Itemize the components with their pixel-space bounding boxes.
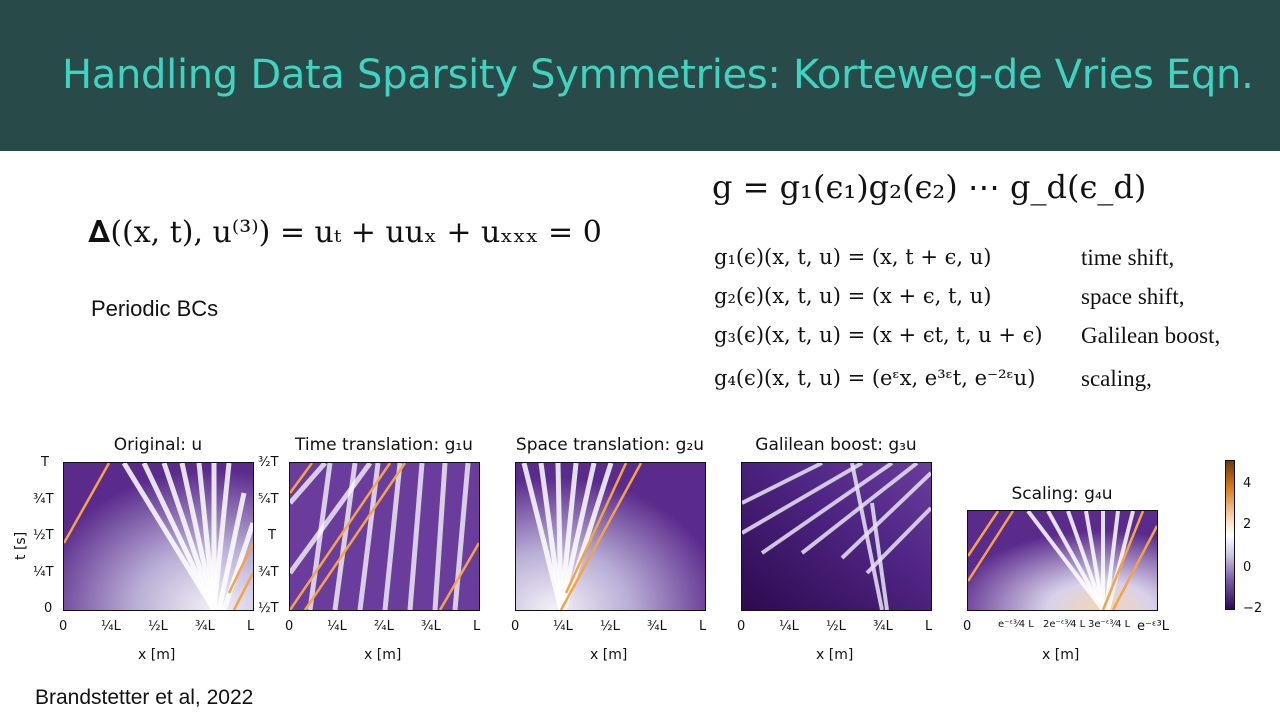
x-tick: ²⁄₄L [374, 619, 394, 634]
colorbar-tick: 4 [1243, 476, 1252, 491]
y-tick: ¾T [258, 565, 279, 580]
group-definition: g = g₁(ϵ₁)g₂(ϵ₂) ⋯ g_d(ϵ_d) [712, 168, 1147, 206]
y-tick: ⁵⁄₄T [258, 492, 279, 507]
plot-space-translation [515, 462, 706, 611]
x-tick: ½L [600, 619, 620, 634]
plot-scaling [967, 510, 1158, 611]
x-tick: 2e⁻ᵋ³⁄4 L [1043, 619, 1086, 630]
x-tick: e⁻ᵋ³⁄4 L [998, 619, 1034, 630]
x-tick: ½L [148, 619, 168, 634]
panel-title-galilean-boost: Galilean boost: g₃u [755, 435, 917, 455]
x-tick: 0 [285, 619, 294, 634]
symmetry-expression: g₃(ϵ)(x, t, u) = (x + ϵt, t, u + ϵ) [714, 323, 1043, 347]
symmetry-name: time shift, [1081, 245, 1175, 270]
colorbar [1225, 460, 1235, 610]
slide-title: Handling Data Sparsity Symmetries: Korte… [62, 52, 1254, 98]
y-tick: ½T [258, 601, 279, 616]
x-tick: ¼L [101, 619, 121, 634]
kdv-equation: 𝚫((x, t), u⁽³⁾) = uₜ + uuₓ + uₓₓₓ = 0 [88, 215, 602, 250]
symmetry-name: Galilean boost, [1081, 323, 1221, 348]
x-tick: e⁻ᵋ³L [1137, 619, 1169, 634]
x-tick: ¼L [553, 619, 573, 634]
x-tick: 0 [737, 619, 746, 634]
x-tick: L [699, 619, 707, 634]
boundary-conditions: Periodic BCs [91, 296, 219, 321]
y-axis-label: t [s] [13, 531, 29, 560]
x-tick: ¾L [873, 619, 893, 634]
x-tick: 3e⁻ᵋ³⁄4 L [1088, 619, 1131, 630]
colorbar-tick: 2 [1243, 517, 1252, 532]
symmetry-name: scaling, [1081, 366, 1152, 391]
x-tick: ¼L [327, 619, 347, 634]
x-tick: L [473, 619, 481, 634]
x-tick: 0 [59, 619, 68, 634]
x-tick: ¾L [421, 619, 441, 634]
symmetry-expression: g₁(ϵ)(x, t, u) = (x, t + ϵ, u) [714, 245, 992, 269]
plot-time-translation [289, 462, 480, 611]
y-tick: ½T [33, 528, 54, 543]
x-tick: 0 [511, 619, 520, 634]
y-tick: T [41, 455, 49, 470]
y-tick: ¼T [33, 565, 54, 580]
symmetry-name: space shift, [1081, 284, 1185, 309]
citation: Brandstetter et al, 2022 [35, 686, 254, 709]
colorbar-tick: −2 [1243, 601, 1263, 616]
x-axis-label: x [m] [1042, 647, 1080, 663]
x-axis-label: x [m] [590, 647, 628, 663]
x-tick: 0 [963, 619, 972, 634]
symmetry-expression: g₄(ϵ)(x, t, u) = (eᵋx, e³ᵋt, e⁻²ᵋu) [714, 366, 1036, 390]
panel-title-original: Original: u [113, 435, 203, 455]
y-tick: ¾T [33, 492, 54, 507]
y-tick: 0 [44, 601, 53, 616]
x-axis-label: x [m] [816, 647, 854, 663]
header-bar [0, 0, 1280, 151]
symmetry-expression: g₂(ϵ)(x, t, u) = (x + ϵ, t, u) [714, 284, 992, 308]
y-tick: ³⁄₂T [258, 455, 279, 470]
x-tick: ¼L [779, 619, 799, 634]
x-axis-label: x [m] [138, 647, 176, 663]
colorbar-tick: 0 [1243, 560, 1252, 575]
x-tick: ½L [826, 619, 846, 634]
x-tick: ¾L [195, 619, 215, 634]
x-axis-label: x [m] [364, 647, 402, 663]
plot-galilean-boost [741, 462, 932, 611]
plot-original [63, 462, 254, 611]
panel-title-scaling: Scaling: g₄u [1011, 484, 1113, 504]
x-tick: L [925, 619, 933, 634]
panel-title-space-translation: Space translation: g₂u [515, 435, 705, 455]
y-tick: T [268, 528, 276, 543]
x-tick: ¾L [647, 619, 667, 634]
panel-title-time-translation: Time translation: g₁u [295, 435, 473, 455]
x-tick: L [247, 619, 255, 634]
